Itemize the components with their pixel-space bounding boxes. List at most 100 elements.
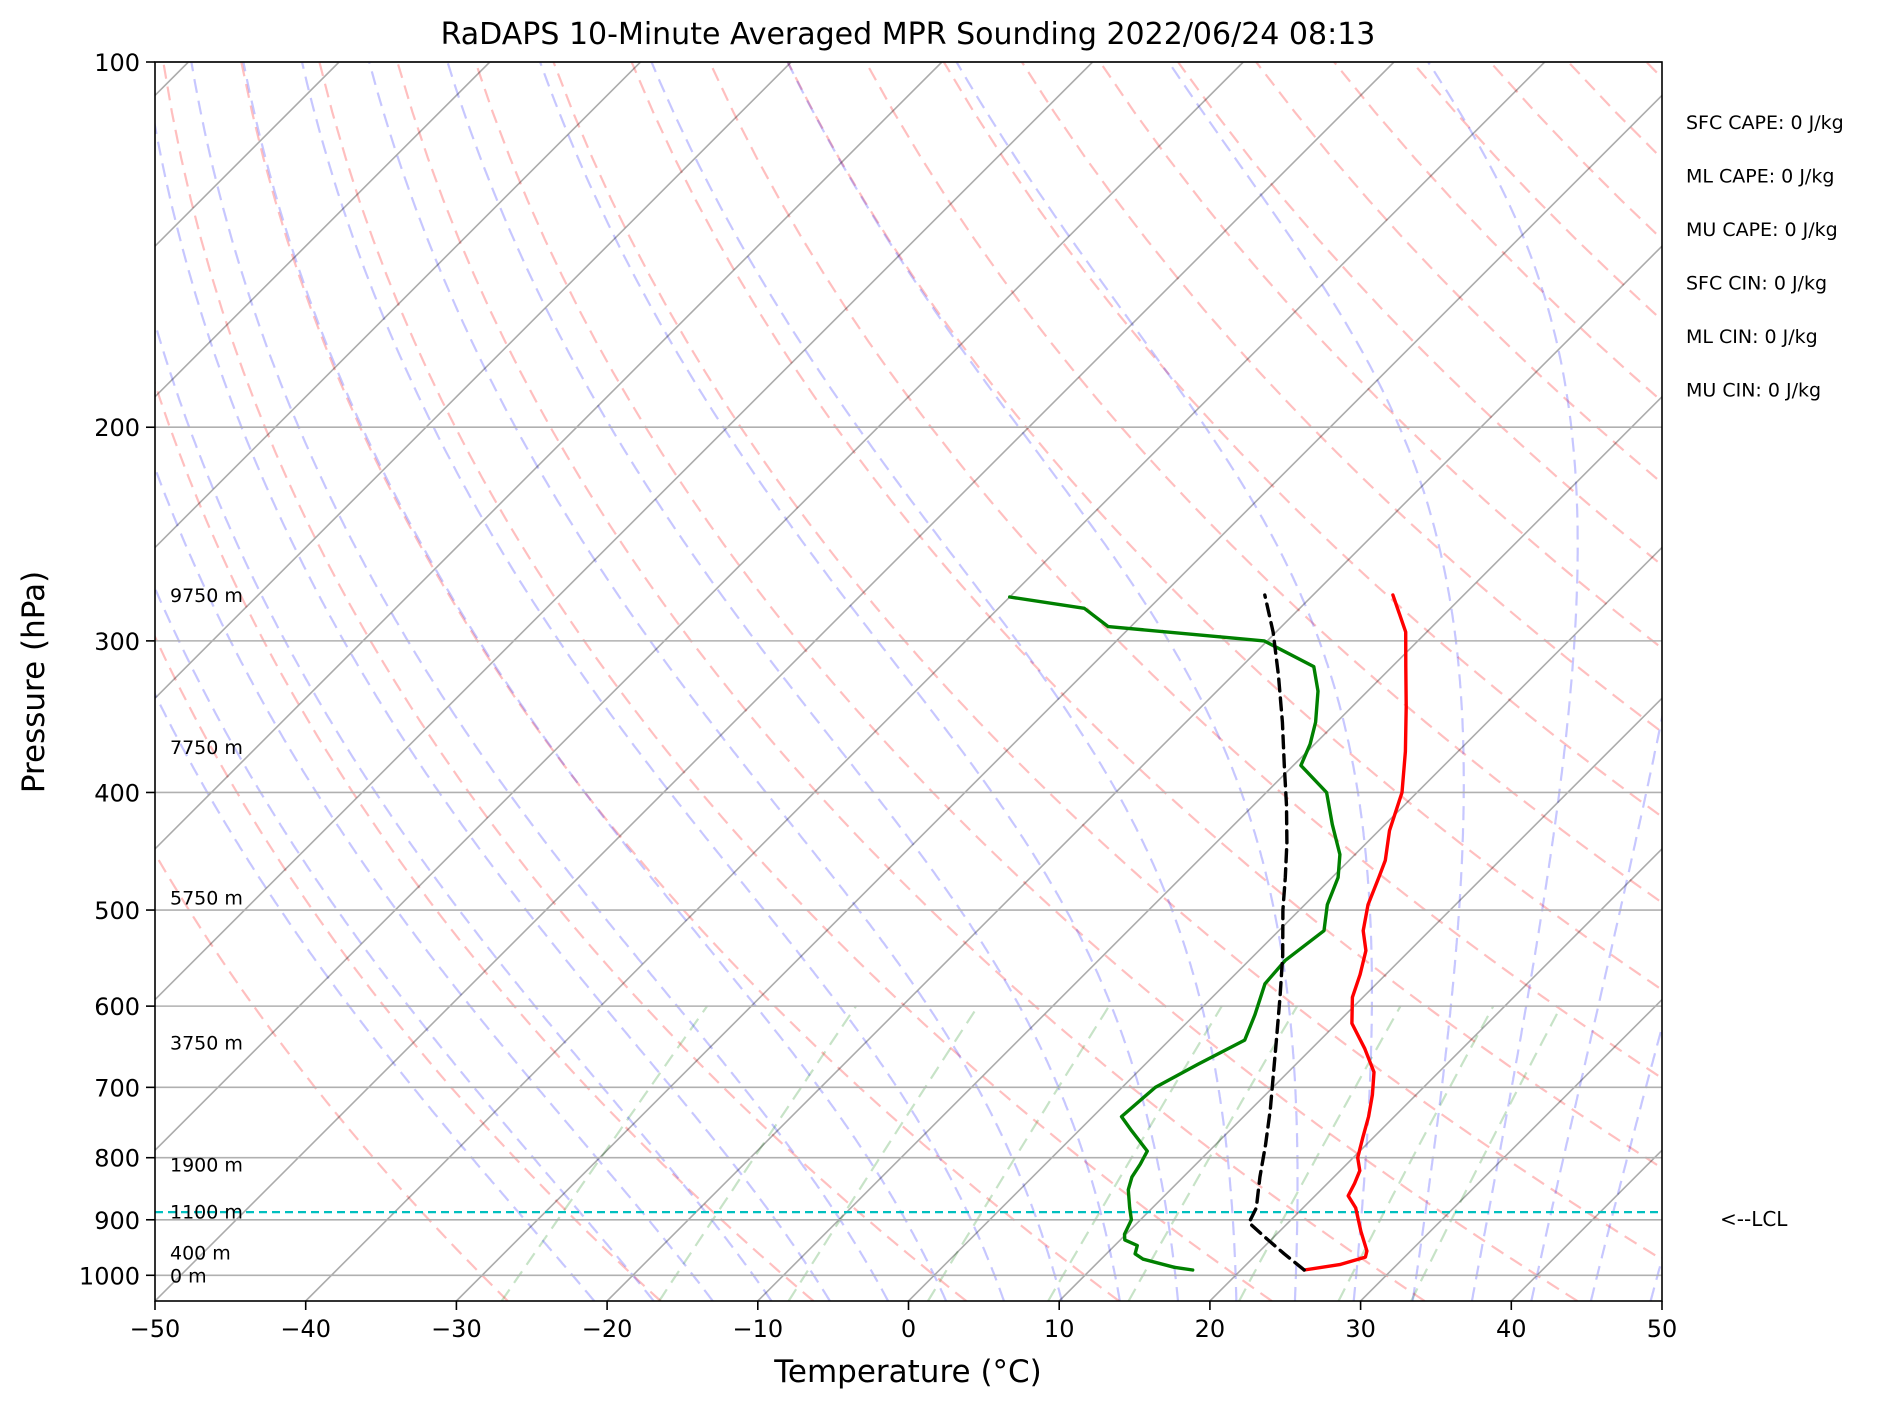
stability-indices: SFC CAPE: 0 J/kg ML CAPE: 0 J/kg MU CAPE: …: [1686, 112, 1844, 402]
moist-adiabat-line: [955, 62, 1374, 1301]
dry-adiabat-line: [155, 380, 815, 1301]
moist-adiabat-line: [155, 319, 773, 1301]
x-tick-label: −10: [732, 1315, 783, 1343]
x-axis-ticks: −50 −40 −30 −20 −10 0 10 20 30 40 50: [130, 1301, 1678, 1343]
height-label: 0 m: [170, 1265, 207, 1287]
dry-adiabat-line: [240, 62, 1120, 1301]
isotherm-line: [155, 62, 1244, 1152]
moist-adiabat-line: [1167, 62, 1465, 1301]
dry-adiabat-line: [396, 62, 1426, 1301]
moist-adiabat-line: [786, 62, 1299, 1301]
x-tick-label: 10: [1044, 1315, 1075, 1343]
isotherm-line: [155, 62, 1395, 1301]
y-tick-label: 1000: [79, 1262, 140, 1290]
moist-adiabat-line: [368, 62, 1063, 1301]
moist-adiabat-line: [539, 62, 1180, 1301]
x-axis-label: Temperature (°C): [773, 1354, 1042, 1390]
mixing-ratio-line: [500, 1005, 709, 1301]
dewpoint-trace: [1008, 595, 1342, 1272]
y-axis-label: Pressure (hPa): [16, 571, 52, 793]
moist-adiabat-line: [155, 119, 831, 1301]
dry-adiabat-line: [942, 62, 1662, 819]
x-tick-label: 30: [1345, 1315, 1376, 1343]
moist-adiabats: [155, 62, 1662, 1301]
moist-adiabat-line: [1530, 712, 1662, 1301]
stability-index-text: ML CIN: 0 J/kg: [1686, 326, 1818, 348]
moist-adiabat-line: [242, 62, 948, 1301]
mixing-ratio-line: [1410, 1005, 1562, 1301]
moist-adiabat-line: [155, 585, 655, 1301]
y-tick-label: 500: [94, 897, 140, 925]
sounding-traces: [1008, 593, 1408, 1272]
isotherm-line: [155, 62, 943, 851]
x-tick-label: 0: [901, 1315, 916, 1343]
stability-index-text: MU CIN: 0 J/kg: [1686, 380, 1821, 402]
x-tick-label: 50: [1647, 1315, 1678, 1343]
x-tick-label: 40: [1496, 1315, 1527, 1343]
y-tick-label: 400: [94, 779, 140, 807]
chart-title: RaDAPS 10-Minute Averaged MPR Sounding 2…: [441, 17, 1376, 52]
moist-adiabat-line: [190, 62, 890, 1301]
isotherm-line: [305, 62, 1546, 1301]
dry-adiabat-line: [1099, 62, 1662, 650]
dry-adiabat-line: [864, 62, 1662, 905]
dry-adiabat-line: [630, 62, 1662, 1170]
y-tick-label: 900: [94, 1207, 140, 1235]
y-tick-label: 300: [94, 628, 140, 656]
lcl-label: <--LCL: [1720, 1207, 1788, 1231]
moist-adiabat-line: [300, 62, 1006, 1301]
x-tick-label: −20: [582, 1315, 633, 1343]
mixing-ratio-line: [787, 1005, 979, 1301]
dry-adiabat-line: [708, 62, 1662, 1080]
height-label: 1900 m: [170, 1154, 243, 1176]
lcl-line: <--LCL: [155, 1207, 1788, 1231]
dry-adiabat-line: [1020, 62, 1662, 734]
height-label: 7750 m: [170, 737, 243, 759]
dry-adiabat-line: [162, 62, 967, 1301]
height-label: 5750 m: [170, 887, 243, 909]
moist-adiabat-line: [1589, 1022, 1662, 1301]
y-tick-label: 200: [94, 414, 140, 442]
y-tick-label: 700: [94, 1074, 140, 1102]
mixing-ratio-line: [1337, 1005, 1495, 1301]
isotherm-line: [1360, 998, 1662, 1301]
isotherm-line: [155, 62, 491, 398]
height-label: 3750 m: [170, 1033, 243, 1055]
isotherm-line: [907, 546, 1662, 1301]
y-axis-ticks: 100 200 300 400 500 600 700 800 900 1000: [79, 49, 155, 1290]
stability-index-text: SFC CAPE: 0 J/kg: [1686, 112, 1844, 134]
dry-adiabat-line: [474, 62, 1579, 1301]
isotherm-line: [155, 62, 642, 549]
x-tick-label: −40: [280, 1315, 331, 1343]
stability-index-text: MU CAPE: 0 J/kg: [1686, 219, 1838, 241]
parcel-profile-trace: [1247, 593, 1306, 1272]
x-tick-label: −30: [431, 1315, 482, 1343]
mixing-ratio-line: [658, 1005, 857, 1301]
isotherm-line: [155, 62, 792, 700]
isotherm-line: [1209, 847, 1662, 1301]
height-label: 400 m: [170, 1243, 231, 1265]
height-label: 1100 m: [170, 1202, 243, 1224]
stability-index-text: SFC CIN: 0 J/kg: [1686, 273, 1827, 295]
skewed-isotherms: [155, 62, 1662, 1301]
mixing-ratio-line: [927, 1005, 1110, 1301]
y-tick-label: 800: [94, 1145, 140, 1173]
dry-adiabat-line: [155, 851, 509, 1301]
height-label: 9750 m: [170, 585, 243, 607]
x-tick-label: 20: [1195, 1315, 1226, 1343]
stability-index-text: ML CAPE: 0 J/kg: [1686, 166, 1834, 188]
isotherm-line: [606, 244, 1662, 1301]
mixing-ratio-line: [1238, 1005, 1402, 1301]
moist-adiabat-line: [155, 464, 714, 1301]
isotherm-line: [455, 94, 1662, 1301]
y-tick-label: 100: [94, 49, 140, 77]
temperature-trace: [1302, 593, 1408, 1272]
moist-adiabat-line: [446, 62, 1121, 1301]
isotherm-line: [757, 395, 1662, 1301]
moist-adiabat-line: [650, 62, 1238, 1301]
moist-adiabat-line: [155, 691, 596, 1301]
isotherm-line: [155, 62, 1094, 1001]
